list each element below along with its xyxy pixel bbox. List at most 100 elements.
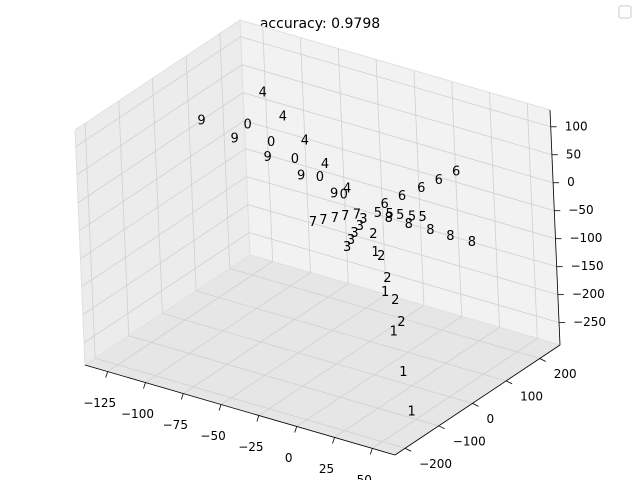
grid-line	[145, 272, 311, 383]
z-tick-label: 0	[567, 175, 575, 189]
x-tick-label: −125	[83, 396, 116, 410]
grid-line	[196, 290, 507, 382]
legend-box	[618, 5, 632, 19]
data-point: 7	[319, 213, 327, 228]
tick-mark	[256, 415, 260, 422]
data-point: 5	[386, 207, 394, 222]
data-point: 9	[197, 113, 205, 128]
tick-mark	[218, 404, 222, 411]
data-point: 3	[347, 233, 355, 248]
tick-mark	[404, 447, 412, 452]
data-point: 6	[452, 165, 460, 180]
grid-line	[526, 103, 538, 339]
data-point: 9	[264, 150, 272, 165]
data-point: 9	[330, 187, 338, 202]
grid-line	[77, 92, 244, 204]
data-point: 3	[350, 226, 358, 241]
grid-line	[80, 148, 246, 260]
grid-line	[75, 36, 241, 148]
tick-mark	[105, 371, 109, 378]
data-point: 8	[446, 229, 454, 244]
grid-line	[248, 232, 560, 324]
data-point: 2	[397, 315, 405, 330]
grid-line	[258, 305, 425, 416]
data-point: 1	[371, 245, 379, 260]
grid-line	[94, 357, 406, 449]
tick-mark	[472, 403, 479, 407]
data-point: 5	[396, 208, 404, 223]
z-tick-label: 50	[566, 147, 581, 161]
data-point: 3	[343, 240, 351, 255]
grid-line	[242, 92, 554, 184]
z-tick-label: −100	[569, 231, 602, 245]
z-tick-label: 100	[565, 119, 588, 133]
z-tick-label: −150	[571, 259, 604, 273]
grid-line	[84, 123, 96, 359]
grid-line	[375, 59, 387, 295]
grid-line	[489, 92, 500, 328]
tick-mark	[438, 425, 445, 430]
grid-line	[246, 176, 557, 268]
data-point: 5	[408, 209, 416, 224]
z-tick-label: −200	[572, 287, 605, 301]
grid-line	[413, 70, 425, 306]
y-tick-label: 0	[486, 412, 494, 426]
data-point: 1	[390, 325, 398, 340]
grid-line	[219, 33, 231, 269]
data-point: 2	[377, 249, 385, 264]
tick-mark	[539, 358, 546, 362]
data-point: 0	[291, 152, 299, 167]
grid-line	[245, 148, 556, 240]
grid-line	[244, 120, 555, 212]
data-point: 0	[267, 135, 275, 150]
x-tick-label: −75	[163, 418, 188, 432]
y-tick-label: 200	[554, 367, 577, 381]
grid-line	[162, 312, 473, 404]
y-tick-label: 100	[520, 389, 543, 403]
x-tick-label: 0	[285, 451, 293, 465]
data-point: 6	[381, 197, 389, 212]
grid-line	[185, 55, 197, 291]
data-point: 2	[391, 293, 399, 308]
data-point: 3	[359, 212, 367, 227]
data-point: 5	[419, 210, 427, 225]
x-tick-label: −100	[121, 407, 154, 421]
grid-line	[229, 268, 540, 359]
grid-line	[451, 81, 463, 317]
grid-line	[300, 37, 311, 273]
data-point: 4	[343, 181, 351, 196]
data-point: 4	[259, 86, 267, 101]
data-point: 8	[385, 211, 393, 226]
grid-line	[296, 316, 462, 427]
grid-line	[334, 327, 500, 438]
x-axis-line	[84, 364, 396, 456]
y-tick-label: −100	[453, 434, 486, 448]
data-point: 1	[399, 365, 407, 380]
grid-line	[183, 283, 349, 394]
data-point: 2	[369, 227, 377, 242]
data-point: 6	[398, 189, 406, 204]
z-tick-label: −250	[573, 315, 606, 329]
grid-line	[79, 120, 245, 232]
data-point: 8	[468, 235, 476, 250]
tick-mark	[294, 426, 298, 433]
data-point: 1	[408, 405, 416, 420]
grid-line	[372, 338, 538, 449]
x-tick-label: −50	[200, 429, 225, 443]
tick-mark	[332, 437, 335, 444]
data-point: 4	[279, 109, 287, 124]
data-point: 9	[230, 132, 238, 147]
grid-line	[83, 232, 250, 343]
data-point: 7	[353, 207, 361, 222]
grid-line	[220, 294, 387, 405]
data-point: 8	[426, 223, 434, 238]
grid-line	[107, 261, 273, 372]
data-point: 3	[356, 219, 364, 234]
data-point: 0	[340, 188, 348, 203]
data-point: 7	[341, 209, 349, 224]
tick-mark	[505, 380, 513, 385]
z-tick-label: −50	[568, 203, 593, 217]
data-point: 4	[321, 157, 329, 172]
grid-line	[337, 48, 349, 284]
